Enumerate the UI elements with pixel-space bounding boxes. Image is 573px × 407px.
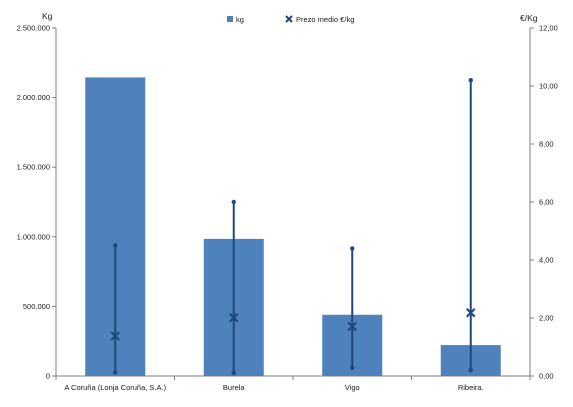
bars [85,77,501,376]
price-series [110,78,476,376]
left-tick-label: 2.500.000 [17,24,50,33]
price-average-marker [228,312,239,323]
price-max-point [113,243,118,248]
left-axis-label: Kg [42,11,53,21]
price-average-marker [465,308,476,318]
price-max-point [468,78,473,83]
price-min-point [231,370,236,376]
left-tick-label: 500.000 [23,302,50,311]
left-tick-label: 1.500.000 [17,163,50,172]
legend-label-price: Prezo medio €/kg [296,15,354,24]
price-min-point [468,368,473,373]
legend-swatch-kg [227,16,233,22]
right-tick-label: 2,00 [539,314,554,323]
left-tick-label: 1.000.000 [17,232,50,241]
left-tick-label: 0 [46,372,50,381]
category-label: Vigo [345,383,360,392]
right-tick-label: 6,00 [539,198,554,207]
axis-labels: 0 500.000 1.000.000 1.500.000 2.000.000 2.500… [17,11,558,392]
right-axis-label: €/Kg [520,13,538,23]
price-average-marker [110,331,121,341]
right-tick-label: 8,00 [539,140,554,149]
right-tick-label: 0,00 [539,372,554,381]
legend-marker-price [285,15,293,23]
category-label: Burela [223,383,246,392]
right-tick-label: 4,00 [539,256,554,265]
category-label: A Coruña (Lonja Coruña, S.A.) [64,383,166,392]
left-tick-label: 2.000.000 [17,93,50,102]
price-max-point [231,199,236,205]
price-average-marker [347,321,358,332]
price-min-point [350,365,355,371]
right-tick-label: 12,00 [539,24,558,33]
legend: kg Prezo medio €/kg [227,15,354,24]
price-min-point [113,370,118,375]
legend-label-kg: kg [236,15,244,24]
category-label: Ribeira. [458,383,484,392]
right-tick-label: 10,00 [539,82,558,91]
price-max-point [350,246,355,251]
